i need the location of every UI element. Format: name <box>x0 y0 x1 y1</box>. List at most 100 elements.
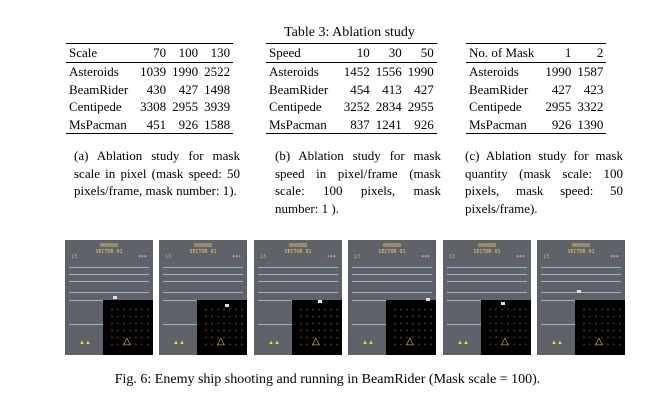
caption-b: (b) Ablation study for mask speed in pix… <box>275 148 441 216</box>
header-cell: No. of Mask <box>466 43 543 63</box>
beam-line <box>541 267 621 268</box>
beam-line <box>447 267 527 268</box>
header-cell: 130 <box>201 43 234 63</box>
player-ship-icon: △ <box>123 336 131 347</box>
enemy-ship-icon <box>577 290 581 293</box>
table-title: Table 3: Ablation study <box>284 25 415 40</box>
beam-line <box>352 274 432 275</box>
frame-score: 000088 SECTOR 01 <box>348 243 436 255</box>
beam-line <box>541 292 621 293</box>
game-frame: 000088 SECTOR 01 13 ♦♦♦ △ ▲▲ <box>159 240 247 355</box>
enemy-ship-icon <box>113 296 117 299</box>
sector-label: SECTOR 01 <box>284 249 312 255</box>
cell: 926 <box>404 115 437 134</box>
cell: 1990 <box>545 64 572 79</box>
beamrider-frames-strip: 000088 SECTOR 01 13 ♦♦♦ △ ▲▲ 000088 SECTOR 01 13… <box>65 240 625 355</box>
cell: 451 <box>137 115 170 134</box>
beam-line <box>447 281 527 282</box>
cell: 423 <box>583 81 604 97</box>
cell: 2522 <box>204 64 231 79</box>
row-label: BeamRider <box>469 81 529 97</box>
score-value: 000088 <box>193 243 213 249</box>
table-row: Centipede 2955 3322 <box>466 98 606 116</box>
beam-line <box>541 281 621 282</box>
table-row: Asteroids 1452 1556 1990 <box>266 63 437 81</box>
player-ship-icon: △ <box>217 336 225 347</box>
frame-score: 000088 SECTOR 01 <box>254 243 342 255</box>
lives-icon: ♦♦♦ <box>515 254 525 260</box>
cell: 427 <box>551 81 572 97</box>
row-label: Asteroids <box>469 64 519 79</box>
frame-level: 13 <box>260 254 267 260</box>
sector-label: SECTOR 01 <box>95 249 123 255</box>
reserve-ships-icon: ▲▲ <box>173 340 185 346</box>
beam-line <box>163 292 243 293</box>
row-label: MsPacman <box>266 115 341 134</box>
table-row: Asteroids 1990 1587 <box>466 63 606 81</box>
player-ship-icon: △ <box>595 336 603 347</box>
beam-line <box>352 292 432 293</box>
beam-line <box>447 292 527 293</box>
score-value: 000088 <box>477 243 497 249</box>
table-row: BeamRider 454 413 427 <box>266 81 437 99</box>
score-value: 000088 <box>382 243 402 249</box>
table-row: Centipede 3252 2834 2955 <box>266 98 437 116</box>
frame-score: 000088 SECTOR 01 <box>159 243 247 255</box>
cell: 1990 <box>407 64 434 79</box>
row-label: BeamRider <box>269 81 329 97</box>
table-mask-quantity: No. of Mask 1 2 Asteroids 1990 1587 Beam… <box>466 43 607 134</box>
cell: 2955 <box>172 99 199 114</box>
beam-line <box>163 274 243 275</box>
frame-score: 000088 SECTOR 01 <box>65 243 153 255</box>
header-cell: 50 <box>404 43 437 63</box>
cell: 430 <box>146 81 167 97</box>
caption-a: (a) Ablation study for mask scale in pix… <box>74 148 240 198</box>
beam-line <box>541 274 621 275</box>
enemy-ship-icon <box>426 298 430 301</box>
header-cell: 2 <box>574 43 607 63</box>
score-value: 000088 <box>571 243 591 249</box>
player-ship-icon: △ <box>312 336 320 347</box>
cell: 3308 <box>140 99 167 114</box>
row-label: Asteroids <box>269 64 319 79</box>
sector-label: SECTOR 01 <box>378 249 406 255</box>
cell: 1587 <box>577 64 604 79</box>
cell: 1241 <box>372 115 405 134</box>
cell: 1498 <box>204 81 231 97</box>
beam-line <box>163 281 243 282</box>
table-mask-speed: Speed 10 30 50 Asteroids 1452 1556 1990 … <box>266 43 437 134</box>
enemy-ship-icon <box>225 304 229 307</box>
beam-line <box>258 292 338 293</box>
dot-grid <box>203 306 243 346</box>
row-label: Centipede <box>469 99 522 114</box>
header-cell: 100 <box>169 43 202 63</box>
dot-grid <box>581 306 621 346</box>
beam-line <box>163 267 243 268</box>
row-label: MsPacman <box>466 115 543 134</box>
cell: 2955 <box>407 99 434 114</box>
table-row: BeamRider 430 427 1498 <box>66 81 233 99</box>
header-cell: Scale <box>66 43 138 63</box>
sector-label: SECTOR 01 <box>189 249 217 255</box>
cell: 1039 <box>140 64 167 79</box>
figure-caption: Fig. 6: Enemy ship shooting and running … <box>114 372 541 387</box>
beam-line <box>69 267 149 268</box>
frame-level: 13 <box>71 254 78 260</box>
game-frame: 000088 SECTOR 01 13 ♦♦♦ △ ▲▲ <box>348 240 436 355</box>
dot-grid <box>109 306 149 346</box>
frame-level: 13 <box>449 254 456 260</box>
dot-grid <box>487 306 527 346</box>
player-ship-icon: △ <box>406 336 414 347</box>
frame-level: 13 <box>543 254 550 260</box>
dot-grid <box>298 306 338 346</box>
cell: 3252 <box>343 99 370 114</box>
beam-line <box>69 292 149 293</box>
beam-line <box>447 274 527 275</box>
cell: 2834 <box>375 99 402 114</box>
game-frame: 000088 SECTOR 01 13 ♦♦♦ △ ▲▲ <box>443 240 531 355</box>
cell: 427 <box>178 81 199 97</box>
player-ship-icon: △ <box>501 336 509 347</box>
table-row: MsPacman 926 1390 <box>466 115 607 134</box>
reserve-ships-icon: ▲▲ <box>551 340 563 346</box>
row-label: Asteroids <box>69 64 119 79</box>
